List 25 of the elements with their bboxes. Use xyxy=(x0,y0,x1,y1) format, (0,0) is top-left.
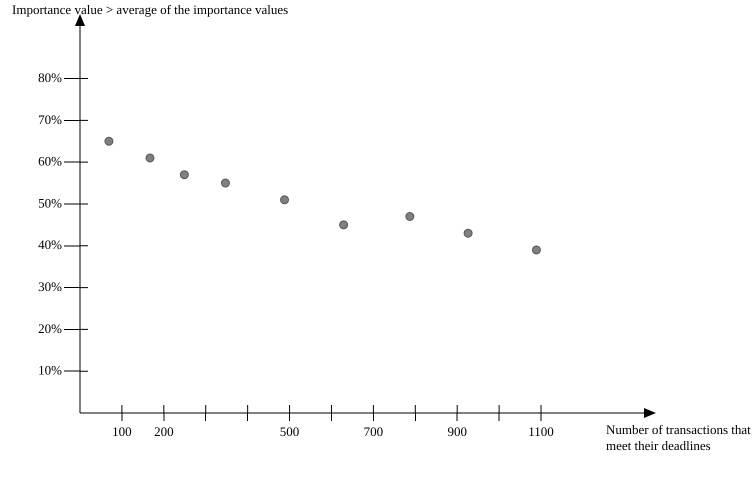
point xyxy=(280,195,290,204)
y-tick-label: 60% xyxy=(38,154,62,169)
y-axis-title: Importance value > average of the importance values xyxy=(12,2,288,18)
point xyxy=(532,245,541,254)
point xyxy=(104,136,114,146)
x-tick-label: 200 xyxy=(154,424,174,440)
y-tick-label: 80% xyxy=(38,70,62,85)
x-tick-label: 100 xyxy=(112,424,132,440)
y-tick-label: 30% xyxy=(38,278,62,294)
x-tick-label: 900 xyxy=(447,424,467,440)
point xyxy=(220,178,230,188)
x-axis-title: Number of transactions that meet their deadlines xyxy=(606,422,752,454)
y-tick-label: 50% xyxy=(38,195,62,210)
y-tick-label: 40% xyxy=(38,237,62,252)
point xyxy=(180,170,189,180)
x-tick-label: 500 xyxy=(280,424,300,440)
x-tick-label: 700 xyxy=(364,424,384,440)
x-tick-label: 1100 xyxy=(528,424,554,440)
point xyxy=(405,212,414,221)
y-tick-label: 70% xyxy=(38,112,62,127)
point xyxy=(339,220,348,230)
point xyxy=(145,153,154,162)
point xyxy=(464,228,473,238)
y-tick-label: 10% xyxy=(38,362,62,378)
y-tick-label: 20% xyxy=(38,320,62,336)
